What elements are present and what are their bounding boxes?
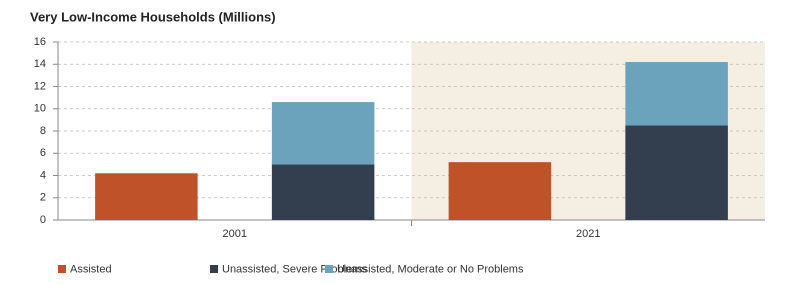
y-tick-label: 0 — [40, 214, 46, 226]
y-tick-label: 14 — [34, 58, 46, 70]
y-tick-label: 10 — [34, 103, 46, 115]
y-tick-label: 16 — [34, 36, 46, 48]
legend-swatch — [58, 265, 66, 273]
y-tick-label: 8 — [40, 125, 46, 137]
bar — [271, 164, 375, 220]
y-tick-label: 6 — [40, 147, 46, 159]
bar — [448, 162, 552, 220]
y-tick-label: 4 — [40, 169, 46, 181]
bar — [625, 62, 728, 126]
x-tick-label: 2021 — [576, 228, 600, 240]
legend-swatch — [210, 265, 218, 273]
bar — [271, 102, 375, 165]
legend-label: Assisted — [70, 263, 112, 275]
legend-swatch — [325, 265, 333, 273]
bar — [625, 125, 728, 220]
y-tick-label: 2 — [40, 192, 46, 204]
y-tick-label: 12 — [34, 80, 46, 92]
legend-label: Unassisted, Moderate or No Problems — [337, 263, 524, 275]
chart-title: Very Low-Income Households (Millions) — [30, 9, 276, 24]
bar — [95, 173, 198, 220]
x-tick-label: 2001 — [223, 228, 247, 240]
